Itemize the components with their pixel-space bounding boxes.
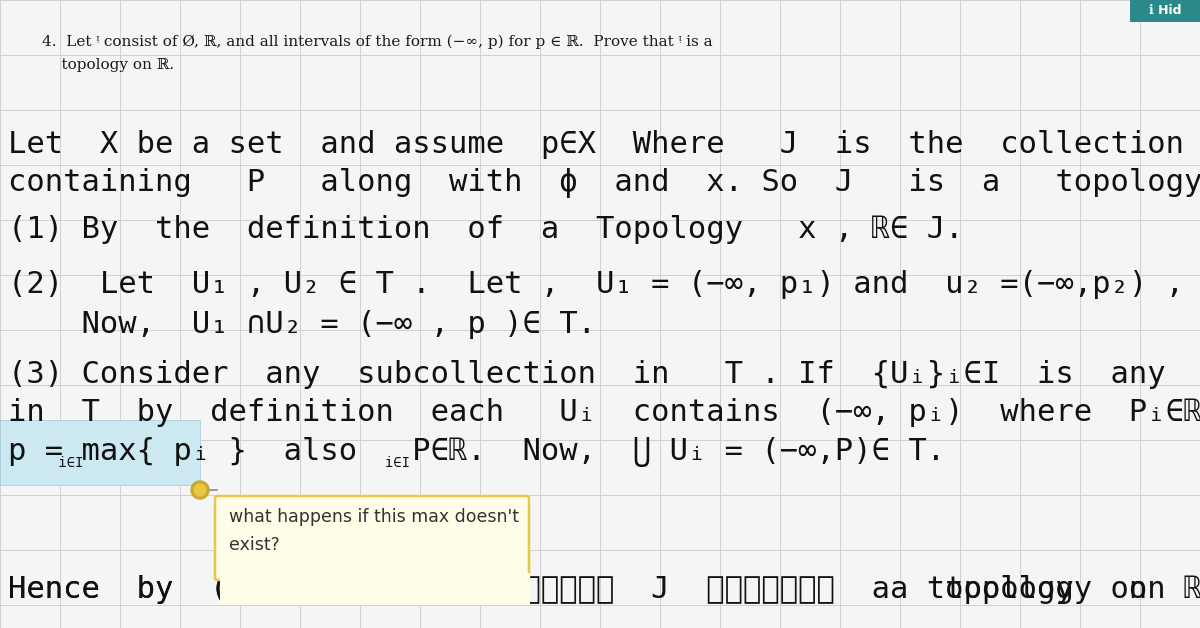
FancyBboxPatch shape xyxy=(220,573,530,605)
Text: Let  X be a set  and assume  p∈X  Where   J  is  the  collection  of  all subset: Let X be a set and assume p∈X Where J is… xyxy=(8,130,1200,159)
Text: p = max{ pᵢ }  also   P∈ℝ.  Now,  ⋃ Uᵢ = (−∞,P)∈ T.: p = max{ pᵢ } also P∈ℝ. Now, ⋃ Uᵢ = (−∞,… xyxy=(8,437,946,467)
Circle shape xyxy=(194,484,206,496)
Text: (3) Consider  any  subcollection  in   T . If  {Uᵢ}ᵢ∈I  is  any  subcollection  : (3) Consider any subcollection in T . If… xyxy=(8,360,1200,389)
Text: Hence  by  (1),  (2),                          a  topology  on  ℝ.: Hence by (1), (2), a topology on ℝ. xyxy=(8,575,1200,604)
Text: i∈I                                    i∈I: i∈I i∈I xyxy=(8,456,410,470)
Text: Hence  by  (1),  (2),  ➗  ➗➗➗➗➗➗➗  J  ➗➗➗➗➗➗➗   a  topology  on  ℝ.: Hence by (1), (2), ➗ ➗➗➗➗➗➗➗ J ➗➗➗➗➗➗➗ a… xyxy=(8,575,1200,604)
FancyBboxPatch shape xyxy=(0,420,200,485)
Text: what happens if this max doesn't
exist?: what happens if this max doesn't exist? xyxy=(229,508,520,554)
Text: (1) By  the  definition  of  a  Topology   x , ℝ∈ J.: (1) By the definition of a Topology x , … xyxy=(8,215,964,244)
Text: 4.  Let ᵎ consist of Ø, ℝ, and all intervals of the form (−∞, p) for p ∈ ℝ.  Pro: 4. Let ᵎ consist of Ø, ℝ, and all interv… xyxy=(42,35,713,50)
Text: containing   P   along  with  ϕ  and  x. So  J   is  a   topology  on  X.: containing P along with ϕ and x. So J is… xyxy=(8,168,1200,198)
Circle shape xyxy=(191,481,209,499)
FancyBboxPatch shape xyxy=(215,496,529,580)
Text: (2)  Let  U₁ , U₂ ∈ T .  Let ,  U₁ = (−∞, p₁) and  u₂ =(−∞,p₂) ,  p₁ , p₂ ∈ ℝ.  : (2) Let U₁ , U₂ ∈ T . Let , U₁ = (−∞, p₁… xyxy=(8,270,1200,299)
Text: topology on ℝ.: topology on ℝ. xyxy=(42,58,174,72)
Text: Now,  U₁ ∩U₂ = (−∞ , p )∈ T.: Now, U₁ ∩U₂ = (−∞ , p )∈ T. xyxy=(8,310,596,339)
Text: in  T  by  definition  each   Uᵢ  contains  (−∞, pᵢ)  where  Pᵢ∈ℝ  such  that  i: in T by definition each Uᵢ contains (−∞,… xyxy=(8,398,1200,427)
Text: ℹ Hid: ℹ Hid xyxy=(1148,4,1181,18)
FancyBboxPatch shape xyxy=(1130,0,1200,22)
